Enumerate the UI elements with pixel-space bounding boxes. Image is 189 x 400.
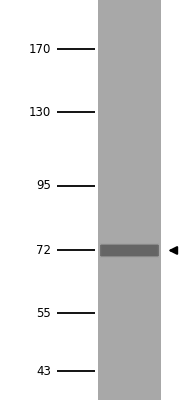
Bar <box>101 244 158 257</box>
Text: 43: 43 <box>36 364 51 378</box>
Text: 170: 170 <box>29 43 51 56</box>
Bar <box>102 245 157 256</box>
Bar <box>101 244 158 257</box>
Bar <box>102 245 157 256</box>
Bar <box>101 245 158 256</box>
Text: 130: 130 <box>29 106 51 119</box>
Text: 55: 55 <box>36 307 51 320</box>
Text: 72: 72 <box>36 244 51 257</box>
Text: 95: 95 <box>36 179 51 192</box>
Bar <box>100 246 159 256</box>
Bar <box>98 0 161 400</box>
Bar <box>100 243 159 258</box>
Bar <box>100 244 159 257</box>
Bar <box>101 244 158 256</box>
